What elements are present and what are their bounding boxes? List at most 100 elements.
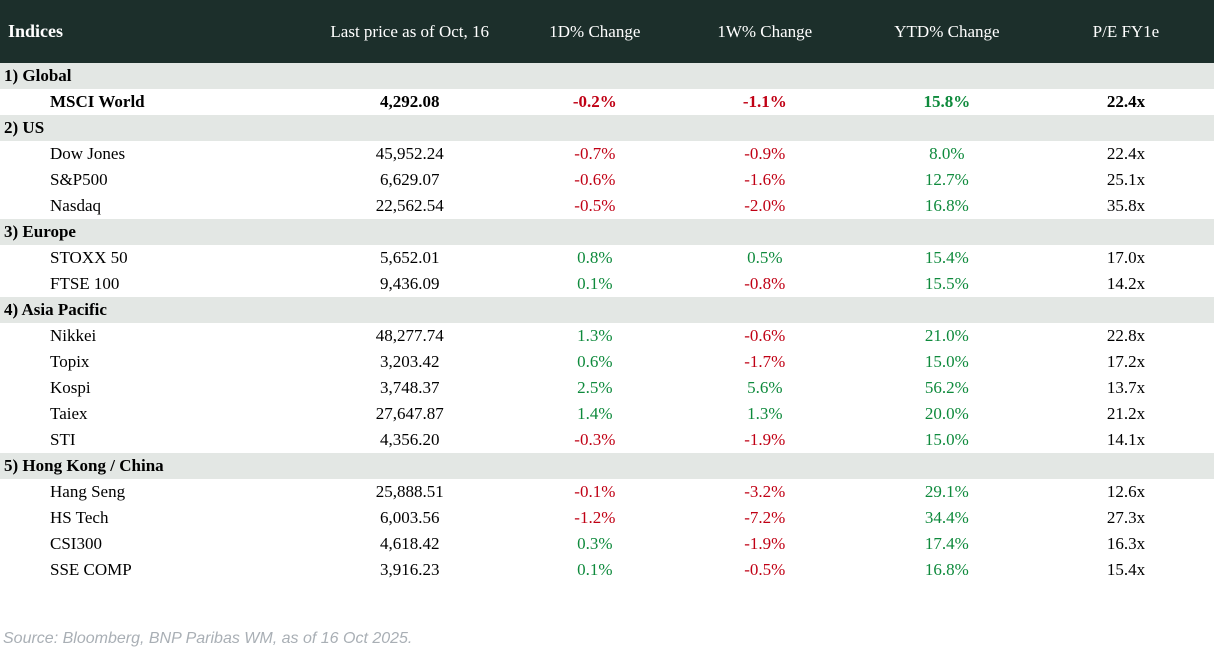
pe-fy1e: 14.2x <box>1106 274 1146 293</box>
index-name: HS Tech <box>50 508 109 527</box>
index-row: CSI300 4,618.42 0.3% -1.9% 17.4% 16.3x <box>0 531 1214 557</box>
change-ytd: 15.8% <box>923 92 971 111</box>
change-1d: -0.1% <box>574 482 616 501</box>
change-ytd: 16.8% <box>924 196 969 215</box>
section-header-row: 2) US <box>0 115 1214 141</box>
table-body: 1) Global MSCI World 4,292.08 -0.2% -1.1% 15.… <box>0 63 1214 583</box>
index-row: Nasdaq 22,562.54 -0.5% -2.0% 16.8% 35.8x <box>0 193 1214 219</box>
index-row: Kospi 3,748.37 2.5% 5.6% 56.2% 13.7x <box>0 375 1214 401</box>
change-1d: 0.6% <box>577 352 613 371</box>
index-name: Nikkei <box>50 326 97 345</box>
change-ytd: 12.7% <box>924 170 969 189</box>
last-price: 3,748.37 <box>379 378 440 397</box>
change-ytd: 34.4% <box>924 508 969 527</box>
change-ytd: 8.0% <box>929 144 965 163</box>
index-row: HS Tech 6,003.56 -1.2% -7.2% 34.4% 27.3x <box>0 505 1214 531</box>
index-row: SSE COMP 3,916.23 0.1% -0.5% 16.8% 15.4x <box>0 557 1214 583</box>
change-ytd: 20.0% <box>924 404 969 423</box>
pe-fy1e: 17.0x <box>1106 248 1146 267</box>
last-price: 4,292.08 <box>379 92 440 111</box>
change-1w: -0.5% <box>744 560 786 579</box>
change-ytd: 21.0% <box>924 326 969 345</box>
last-price: 5,652.01 <box>379 248 440 267</box>
change-1w: 0.5% <box>747 248 783 267</box>
change-1d: 1.3% <box>577 326 613 345</box>
index-name: S&P500 <box>50 170 108 189</box>
index-name: CSI300 <box>50 534 102 553</box>
index-row: MSCI World 4,292.08 -0.2% -1.1% 15.8% 22.4x <box>0 89 1214 115</box>
last-price: 9,436.09 <box>379 274 440 293</box>
change-ytd: 29.1% <box>924 482 969 501</box>
change-1d: 1.4% <box>577 404 613 423</box>
index-name: Kospi <box>50 378 91 397</box>
index-name: STI <box>50 430 76 449</box>
section-label: 1) Global <box>4 66 72 85</box>
change-1d: -0.7% <box>574 144 616 163</box>
change-1w: -1.1% <box>742 92 787 111</box>
change-ytd: 16.8% <box>924 560 969 579</box>
section-label: 3) Europe <box>4 222 76 241</box>
last-price: 6,003.56 <box>379 508 440 527</box>
last-price: 3,203.42 <box>379 352 440 371</box>
change-1d: -0.5% <box>574 196 616 215</box>
index-row: FTSE 100 9,436.09 0.1% -0.8% 15.5% 14.2x <box>0 271 1214 297</box>
change-1w: -3.2% <box>744 482 786 501</box>
pe-fy1e: 25.1x <box>1106 170 1146 189</box>
last-price: 4,356.20 <box>379 430 440 449</box>
index-name: Topix <box>50 352 90 371</box>
change-1d: -0.2% <box>572 92 617 111</box>
change-ytd: 15.4% <box>924 248 969 267</box>
last-price: 45,952.24 <box>375 144 444 163</box>
index-row: Nikkei 48,277.74 1.3% -0.6% 21.0% 22.8x <box>0 323 1214 349</box>
pe-fy1e: 21.2x <box>1106 404 1146 423</box>
section-label: 2) US <box>4 118 45 137</box>
index-row: Topix 3,203.42 0.6% -1.7% 15.0% 17.2x <box>0 349 1214 375</box>
pe-fy1e: 22.4x <box>1106 144 1146 163</box>
index-name: Taiex <box>50 404 88 423</box>
pe-fy1e: 16.3x <box>1106 534 1146 553</box>
change-1w: -1.9% <box>744 430 786 449</box>
change-ytd: 17.4% <box>924 534 969 553</box>
column-header-ytd-change: YTD% Change <box>894 21 1000 41</box>
change-ytd: 15.0% <box>924 430 969 449</box>
index-name: Nasdaq <box>50 196 101 215</box>
change-1w: 1.3% <box>747 404 783 423</box>
source-note: Source: Bloomberg, BNP Paribas WM, as of… <box>3 630 413 647</box>
index-row: Dow Jones 45,952.24 -0.7% -0.9% 8.0% 22.4x <box>0 141 1214 167</box>
change-1w: -1.9% <box>744 534 786 553</box>
change-1d: 2.5% <box>577 378 613 397</box>
change-1d: -0.6% <box>574 170 616 189</box>
pe-fy1e: 17.2x <box>1106 352 1146 371</box>
last-price: 22,562.54 <box>375 196 444 215</box>
pe-fy1e: 22.8x <box>1106 326 1146 345</box>
index-name: MSCI World <box>50 92 145 111</box>
pe-fy1e: 13.7x <box>1106 378 1146 397</box>
change-ytd: 56.2% <box>924 378 969 397</box>
table-header-row: Indices Last price as of Oct, 16 1D% Cha… <box>0 0 1214 63</box>
index-row: STOXX 50 5,652.01 0.8% 0.5% 15.4% 17.0x <box>0 245 1214 271</box>
change-1w: 5.6% <box>747 378 783 397</box>
last-price: 25,888.51 <box>375 482 444 501</box>
section-label: 5) Hong Kong / China <box>4 456 164 475</box>
section-header-row: 3) Europe <box>0 219 1214 245</box>
change-1d: -0.3% <box>574 430 616 449</box>
section-header-row: 4) Asia Pacific <box>0 297 1214 323</box>
change-1w: -1.7% <box>744 352 786 371</box>
change-1w: -0.9% <box>744 144 786 163</box>
pe-fy1e: 35.8x <box>1106 196 1146 215</box>
column-header-last-price: Last price as of Oct, 16 <box>330 21 490 41</box>
last-price: 48,277.74 <box>375 326 444 345</box>
pe-fy1e: 12.6x <box>1106 482 1146 501</box>
pe-fy1e: 22.4x <box>1106 92 1146 111</box>
pe-fy1e: 15.4x <box>1106 560 1146 579</box>
change-ytd: 15.5% <box>924 274 969 293</box>
index-name: Hang Seng <box>50 482 126 501</box>
last-price: 27,647.87 <box>375 404 444 423</box>
change-1d: 0.8% <box>577 248 613 267</box>
index-name: Dow Jones <box>50 144 126 163</box>
column-header-pe-fy1e: P/E FY1e <box>1092 21 1160 41</box>
change-1d: -1.2% <box>574 508 616 527</box>
index-row: STI 4,356.20 -0.3% -1.9% 15.0% 14.1x <box>0 427 1214 453</box>
index-name: FTSE 100 <box>50 274 120 293</box>
section-label: 4) Asia Pacific <box>4 300 107 319</box>
